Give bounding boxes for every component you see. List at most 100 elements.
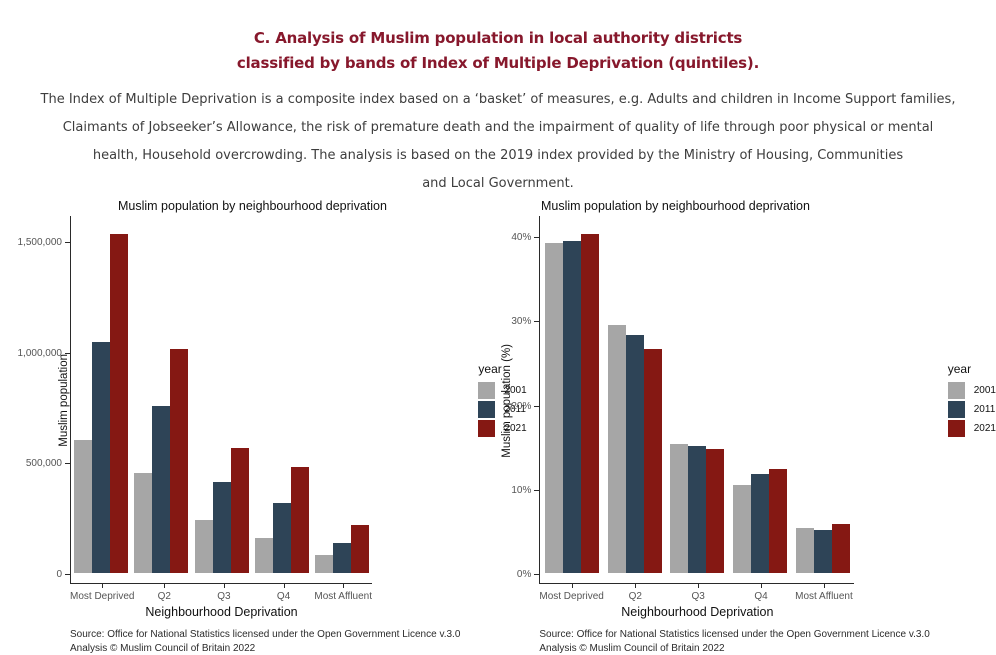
legend-title: year	[948, 362, 996, 376]
bar-group-most-deprived	[540, 234, 603, 573]
bar-q3-2011	[688, 446, 706, 573]
x-tick-mark	[164, 584, 165, 588]
x-tick-mark	[284, 584, 285, 588]
bar-group-q4	[252, 467, 312, 573]
bar-most-affluent-2011	[333, 543, 351, 573]
y-axis-label: Muslim population	[58, 216, 70, 585]
bar-group-q2	[603, 325, 666, 573]
bar-q4-2001	[255, 538, 273, 573]
bar-most-deprived-2011	[92, 342, 110, 573]
x-axis-label: Neighbourhood Deprivation	[539, 605, 855, 622]
page-subtitle-line-4: and Local Government.	[0, 170, 996, 198]
bar-most-deprived-2021	[110, 234, 128, 573]
bars	[540, 215, 854, 573]
x-tick-label-q2: Q2	[134, 584, 194, 605]
bar-most-affluent-2001	[315, 555, 333, 573]
bar-q4-2021	[769, 469, 787, 573]
y-axis: 0%10%20%30%40%	[513, 216, 539, 585]
legend-swatch-2021	[948, 420, 965, 437]
y-tick-label: 20%	[511, 401, 531, 413]
bar-group-most-deprived	[71, 234, 131, 573]
legend: year 2001 2011 2021	[948, 362, 996, 438]
x-tick-label-q4: Q4	[730, 584, 793, 605]
x-tick-label-q3: Q3	[667, 584, 730, 605]
page-subtitle-line-3: health, Household overcrowding. The anal…	[0, 142, 996, 170]
bar-q3-2001	[195, 520, 213, 573]
bar-q2-2011	[152, 406, 170, 573]
chart-muslim-population-absolute: Muslim population by neighbourhood depri…	[58, 198, 500, 655]
bar-q4-2011	[273, 503, 291, 573]
chart-caption-line-2: Analysis © Muslim Council of Britain 202…	[539, 642, 929, 655]
bar-most-deprived-2021	[581, 234, 599, 573]
y-tick-label: 30%	[511, 316, 531, 328]
y-tick-label: 0	[56, 569, 62, 581]
plot-area	[70, 216, 372, 584]
page-title-line-1: C. Analysis of Muslim population in loca…	[0, 26, 996, 51]
x-tick-label-most-deprived: Most Deprived	[539, 584, 603, 605]
y-tick-label: 40%	[511, 232, 531, 244]
chart-caption-line-1: Source: Office for National Statistics l…	[539, 628, 929, 642]
bar-group-q3	[191, 448, 251, 573]
bar-q2-2001	[608, 325, 626, 573]
chart-muslim-population-percent: Muslim population by neighbourhood depri…	[500, 198, 996, 655]
chart-title: Muslim population by neighbourhood depri…	[541, 198, 996, 216]
bar-q3-2001	[670, 444, 688, 573]
bar-most-affluent-2021	[351, 525, 369, 573]
bar-most-affluent-2001	[796, 528, 814, 573]
bar-q2-2011	[626, 335, 644, 573]
legend-swatch-2021	[478, 420, 495, 437]
legend-swatch-2001	[478, 382, 495, 399]
bar-most-affluent-2011	[814, 530, 832, 573]
x-tick-mark	[635, 584, 636, 588]
legend-swatch-2011	[478, 401, 495, 418]
y-tick-label: 1,000,000	[18, 348, 63, 360]
bar-most-deprived-2001	[74, 440, 92, 573]
report-header: C. Analysis of Muslim population in loca…	[0, 0, 996, 198]
bar-q3-2011	[213, 482, 231, 573]
y-tick-label: 10%	[511, 485, 531, 497]
x-tick-mark	[102, 584, 103, 588]
page-title-line-2: classified by bands of Index of Multiple…	[0, 51, 996, 76]
bar-q3-2021	[706, 449, 724, 573]
y-tick-label: 1,500,000	[18, 237, 63, 249]
bar-q2-2021	[644, 349, 662, 573]
x-tick-label-q3: Q3	[194, 584, 254, 605]
x-tick-label-most-affluent: Most Affluent	[793, 584, 856, 605]
chart-caption-line-2: Analysis © Muslim Council of Britain 202…	[70, 642, 460, 655]
bar-group-q4	[729, 469, 792, 573]
x-tick-mark	[824, 584, 825, 588]
plot-area	[539, 216, 854, 584]
bar-q3-2021	[231, 448, 249, 573]
bar-most-affluent-2021	[832, 524, 850, 573]
page-subtitle-line-2: Claimants of Jobseeker’s Allowance, the …	[0, 114, 996, 142]
x-tick-mark	[343, 584, 344, 588]
bar-q4-2001	[733, 485, 751, 573]
bar-group-most-affluent	[792, 524, 855, 573]
x-tick-mark	[698, 584, 699, 588]
chart-caption: Source: Office for National Statistics l…	[70, 628, 460, 655]
chart-caption-line-1: Source: Office for National Statistics l…	[70, 628, 460, 642]
legend-label-2021: 2021	[974, 423, 996, 434]
bar-q4-2021	[291, 467, 309, 573]
page-subtitle-line-1: The Index of Multiple Deprivation is a c…	[0, 86, 996, 114]
bar-q2-2021	[170, 349, 188, 573]
x-axis-label: Neighbourhood Deprivation	[70, 605, 373, 622]
chart-caption: Source: Office for National Statistics l…	[539, 628, 929, 655]
bar-group-q2	[131, 349, 191, 573]
bar-most-deprived-2011	[563, 241, 581, 573]
bar-most-deprived-2001	[545, 243, 563, 573]
x-tick-label-q4: Q4	[254, 584, 314, 605]
legend-swatch-2001	[948, 382, 965, 399]
page-subtitle: The Index of Multiple Deprivation is a c…	[0, 86, 996, 198]
x-tick-label-most-deprived: Most Deprived	[70, 584, 134, 605]
charts-row: Muslim population by neighbourhood depri…	[0, 198, 996, 655]
legend-item-2001: 2001	[948, 381, 996, 400]
legend-label-2011: 2011	[974, 404, 996, 415]
page-title: C. Analysis of Muslim population in loca…	[0, 26, 996, 76]
legend-item-2011: 2011	[948, 400, 996, 419]
bar-q4-2011	[751, 474, 769, 573]
bar-group-q3	[666, 444, 729, 573]
bar-group-most-affluent	[312, 525, 372, 573]
